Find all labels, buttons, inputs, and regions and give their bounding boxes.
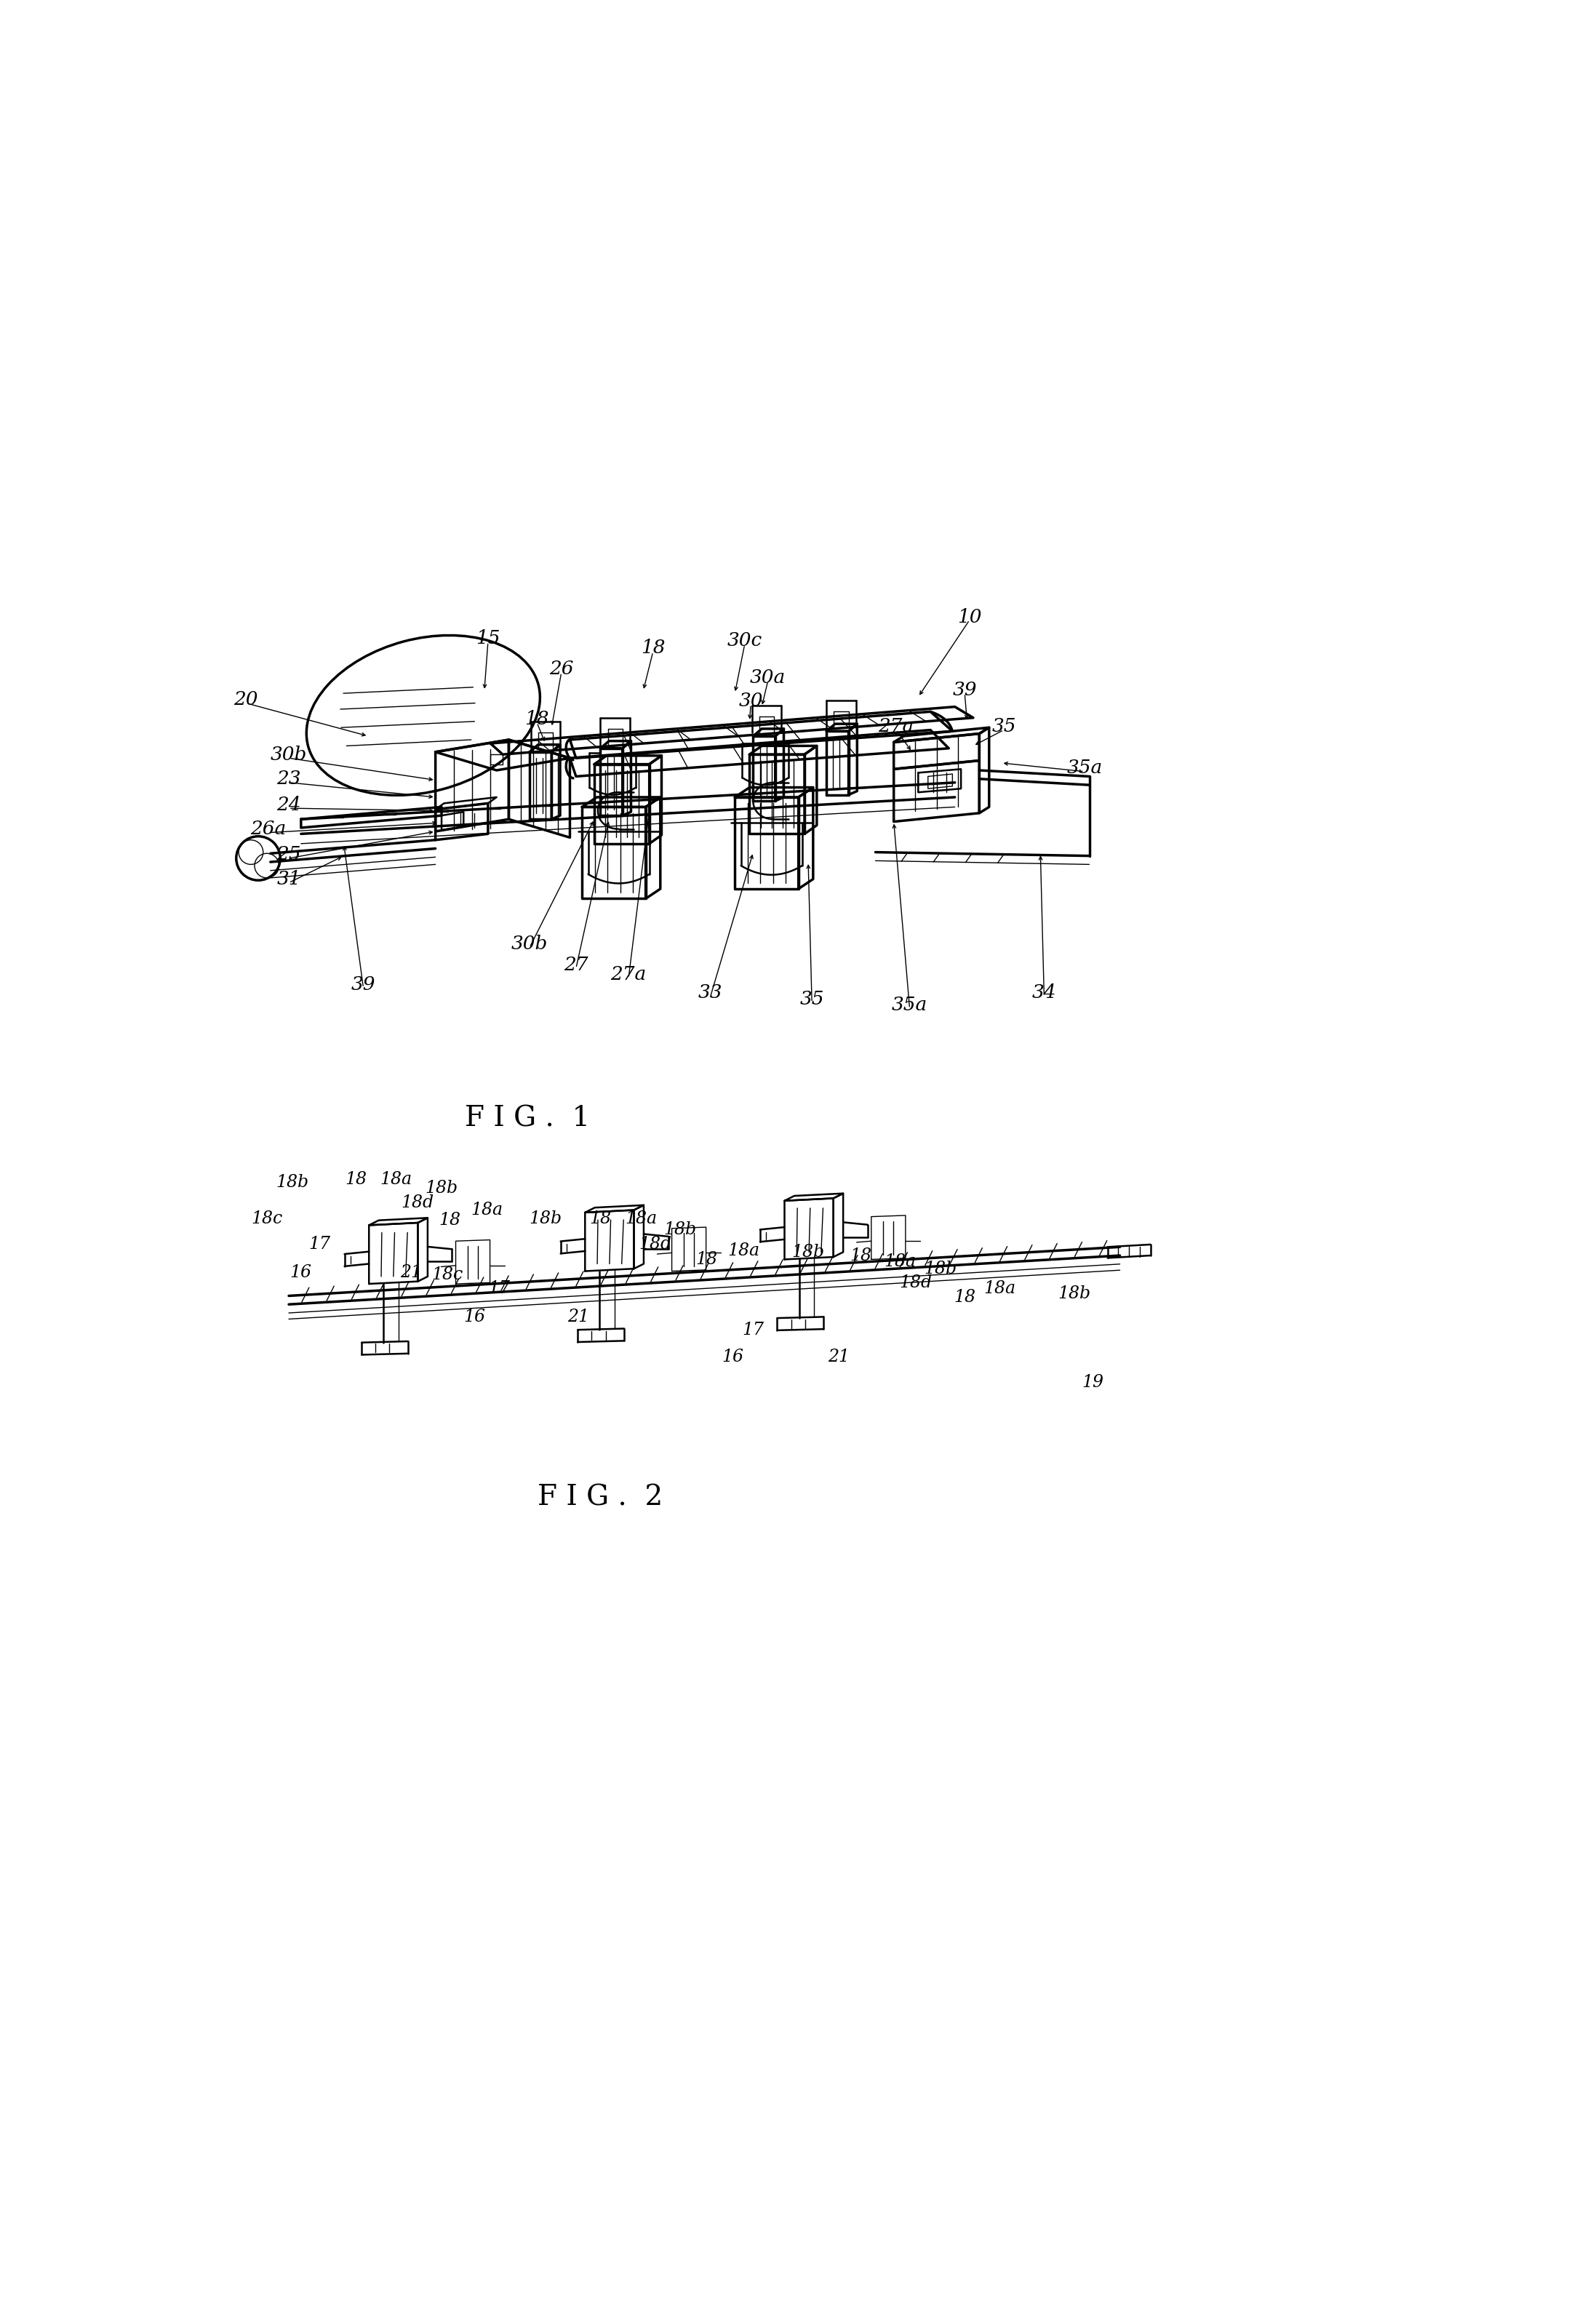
Text: 24: 24 bbox=[276, 795, 301, 813]
Text: 25: 25 bbox=[276, 846, 301, 865]
Text: F I G .  2: F I G . 2 bbox=[538, 1485, 662, 1511]
Text: 34: 34 bbox=[1031, 983, 1057, 1002]
Text: 18a: 18a bbox=[624, 1211, 658, 1227]
Text: 18d: 18d bbox=[899, 1274, 932, 1290]
Text: 21: 21 bbox=[828, 1348, 850, 1364]
Text: 18b: 18b bbox=[1058, 1285, 1091, 1301]
Text: 18a: 18a bbox=[380, 1171, 413, 1188]
Text: 18a: 18a bbox=[883, 1253, 916, 1269]
Text: 30b: 30b bbox=[271, 746, 308, 765]
Text: 21: 21 bbox=[401, 1264, 423, 1281]
Text: 18: 18 bbox=[640, 639, 665, 658]
Text: 18b: 18b bbox=[924, 1260, 957, 1278]
Text: 17: 17 bbox=[489, 1281, 509, 1297]
Text: 30b: 30b bbox=[511, 934, 547, 953]
Text: 18b: 18b bbox=[792, 1243, 825, 1260]
Text: 18: 18 bbox=[695, 1250, 718, 1267]
Text: 26: 26 bbox=[549, 660, 574, 679]
Text: 18c: 18c bbox=[432, 1267, 464, 1283]
Text: 18b: 18b bbox=[528, 1211, 561, 1227]
Text: 10: 10 bbox=[957, 609, 982, 627]
Text: 18b: 18b bbox=[664, 1222, 697, 1239]
Text: 16: 16 bbox=[722, 1348, 743, 1364]
Text: 16: 16 bbox=[464, 1308, 486, 1325]
Text: 18: 18 bbox=[590, 1211, 612, 1227]
Text: 18a: 18a bbox=[984, 1281, 1016, 1297]
Text: 18a: 18a bbox=[727, 1243, 760, 1260]
Text: 30c: 30c bbox=[727, 632, 762, 651]
Text: 18: 18 bbox=[525, 709, 549, 727]
Text: 18d: 18d bbox=[639, 1236, 672, 1253]
Text: 18d: 18d bbox=[401, 1195, 434, 1211]
Text: 16: 16 bbox=[290, 1264, 312, 1281]
Text: 15: 15 bbox=[476, 630, 500, 648]
Text: 18c: 18c bbox=[251, 1211, 282, 1227]
Text: 35a: 35a bbox=[1066, 758, 1102, 776]
Text: 21: 21 bbox=[568, 1308, 590, 1325]
Text: 18: 18 bbox=[345, 1171, 367, 1188]
Text: 27a: 27a bbox=[610, 964, 647, 983]
Text: 31: 31 bbox=[276, 869, 301, 888]
Text: 18a: 18a bbox=[470, 1202, 503, 1218]
Text: 33: 33 bbox=[699, 983, 722, 1002]
Text: 19: 19 bbox=[1082, 1373, 1104, 1392]
Text: 35a: 35a bbox=[891, 997, 927, 1013]
Text: 18: 18 bbox=[954, 1290, 976, 1306]
Text: 39: 39 bbox=[953, 681, 976, 700]
Text: 20: 20 bbox=[233, 690, 259, 709]
Text: 35: 35 bbox=[992, 718, 1016, 734]
Text: 27: 27 bbox=[565, 955, 588, 974]
Text: 17: 17 bbox=[309, 1236, 330, 1253]
Text: F I G .  1: F I G . 1 bbox=[465, 1106, 590, 1132]
Text: 27a: 27a bbox=[878, 718, 915, 734]
Text: 30: 30 bbox=[738, 693, 763, 709]
Text: 18: 18 bbox=[850, 1248, 872, 1264]
Text: 18b: 18b bbox=[426, 1181, 457, 1197]
Text: 18: 18 bbox=[440, 1211, 460, 1229]
Text: 26a: 26a bbox=[251, 820, 285, 839]
Text: 39: 39 bbox=[352, 976, 375, 992]
Text: 17: 17 bbox=[743, 1322, 765, 1339]
Text: 35: 35 bbox=[800, 990, 825, 1009]
Text: 18b: 18b bbox=[276, 1174, 309, 1190]
Text: 30a: 30a bbox=[751, 669, 785, 686]
Text: 23: 23 bbox=[276, 769, 301, 788]
